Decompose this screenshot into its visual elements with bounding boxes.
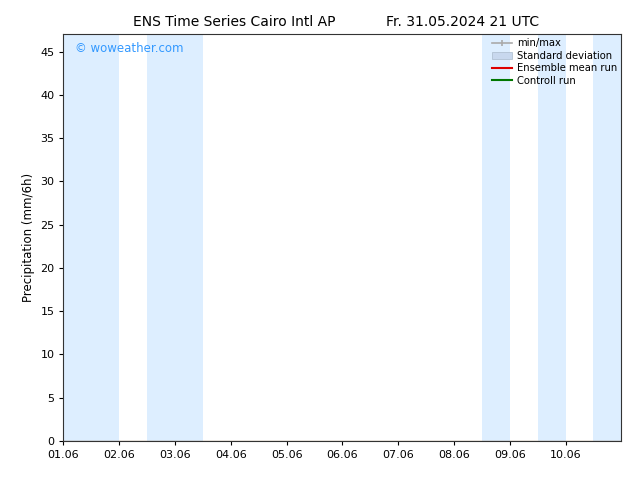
Bar xyxy=(147,34,203,441)
Bar xyxy=(593,34,621,441)
Text: © woweather.com: © woweather.com xyxy=(75,43,183,55)
Text: Fr. 31.05.2024 21 UTC: Fr. 31.05.2024 21 UTC xyxy=(386,15,540,29)
Bar xyxy=(538,34,566,441)
Bar xyxy=(63,34,119,441)
Bar xyxy=(482,34,510,441)
Legend: min/max, Standard deviation, Ensemble mean run, Controll run: min/max, Standard deviation, Ensemble me… xyxy=(490,36,619,88)
Text: ENS Time Series Cairo Intl AP: ENS Time Series Cairo Intl AP xyxy=(133,15,336,29)
Y-axis label: Precipitation (mm/6h): Precipitation (mm/6h) xyxy=(22,173,35,302)
